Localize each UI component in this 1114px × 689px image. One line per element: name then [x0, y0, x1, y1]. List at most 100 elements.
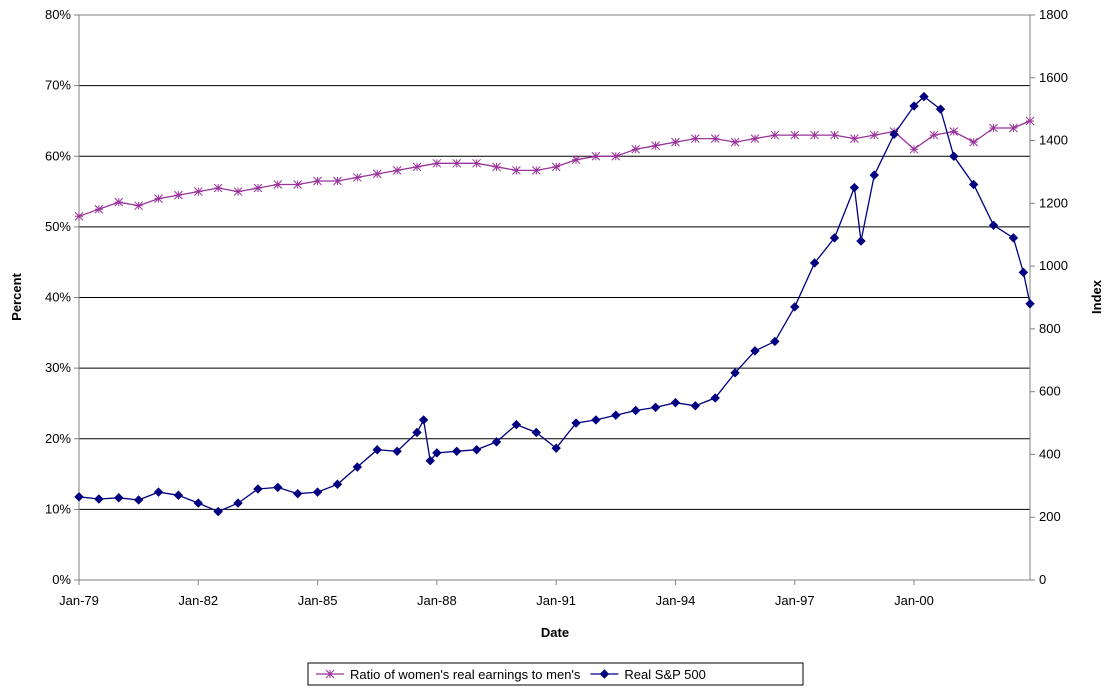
data-point [432, 448, 442, 458]
series-1 [74, 116, 1035, 221]
data-point [233, 187, 243, 196]
data-point [571, 155, 581, 165]
data-point [710, 393, 720, 403]
data-point [850, 134, 859, 143]
data-point [988, 220, 999, 231]
data-point [472, 158, 481, 168]
data-point [392, 166, 402, 175]
series-line [78, 95, 1031, 513]
data-point [671, 137, 680, 147]
x-tick-label: Jan-85 [298, 593, 338, 608]
data-point [253, 183, 263, 193]
data-point [233, 498, 243, 508]
data-point [969, 137, 979, 147]
data-point [133, 495, 144, 505]
data-point [174, 190, 183, 200]
left-tick-label: 50% [45, 219, 71, 234]
data-point [332, 479, 343, 489]
data-point [512, 166, 521, 175]
legend-box [307, 662, 804, 686]
data-point [531, 166, 541, 175]
data-point [1009, 123, 1018, 133]
data-point [273, 482, 283, 493]
data-point [591, 415, 601, 425]
data-point [293, 180, 303, 189]
right-tick-label: 1200 [1039, 195, 1068, 210]
data-point [94, 494, 104, 504]
data-point [591, 151, 601, 161]
data-point [810, 130, 819, 140]
data-point [531, 427, 541, 438]
data-point [1025, 116, 1035, 126]
legend-item: Real S&P 500 [590, 667, 706, 682]
data-point [412, 427, 422, 438]
data-point [651, 141, 660, 151]
data-point [856, 236, 866, 246]
legend-marker [599, 669, 610, 679]
data-point [114, 493, 124, 503]
legend-item: Ratio of women's real earnings to men's [316, 667, 581, 682]
data-point [471, 445, 482, 455]
data-point [830, 130, 839, 140]
data-point [492, 162, 501, 172]
data-point [670, 397, 681, 408]
data-point [352, 173, 362, 182]
data-point [710, 134, 720, 143]
right-tick-label: 400 [1039, 446, 1061, 461]
data-point [74, 492, 84, 502]
x-axis: Jan-79 Jan-82 Jan-85 Jan-88 Jan-91 Jan-94 Jan-… [59, 580, 934, 608]
data-point [491, 437, 502, 447]
data-point [74, 211, 84, 221]
data-point [273, 180, 283, 189]
x-tick-label: Jan-00 [894, 593, 934, 608]
data-point [829, 233, 840, 243]
data-point [790, 130, 800, 140]
right-axis: 0 200 400 600 800 1000 1200 1400 1600 1800 [1030, 7, 1068, 587]
data-point [425, 456, 435, 466]
right-tick-label: 200 [1039, 509, 1061, 524]
data-point [571, 418, 581, 428]
left-tick-label: 30% [45, 360, 71, 375]
x-tick-label: Jan-88 [417, 593, 457, 608]
data-point [1008, 233, 1019, 243]
left-tick-label: 10% [45, 501, 71, 516]
right-tick-label: 1400 [1039, 133, 1068, 148]
data-point [452, 158, 462, 168]
x-tick-label: Jan-79 [59, 593, 99, 608]
right-tick-label: 0 [1039, 572, 1046, 587]
data-point [750, 134, 760, 143]
data-point [919, 91, 929, 102]
data-point [511, 419, 522, 430]
data-point [372, 169, 382, 179]
data-point [213, 506, 223, 517]
legend-label: Ratio of women's real earnings to men's [350, 667, 581, 682]
data-point [690, 134, 700, 143]
data-point [849, 182, 860, 193]
data-point [114, 197, 124, 207]
x-tick-label: Jan-82 [178, 593, 218, 608]
data-point [770, 130, 780, 140]
right-tick-label: 1000 [1039, 258, 1068, 273]
left-tick-label: 60% [45, 148, 71, 163]
data-point [750, 346, 760, 356]
data-point [611, 410, 621, 420]
x-tick-label: Jan-91 [536, 593, 576, 608]
left-tick-label: 40% [45, 290, 71, 305]
data-point [1018, 267, 1029, 278]
legend: Ratio of women's real earnings to men's R… [307, 662, 804, 686]
x-axis-title: Date [541, 625, 569, 640]
data-point [929, 130, 939, 140]
data-point [193, 498, 203, 508]
data-point [253, 484, 263, 494]
data-point [412, 162, 422, 172]
data-point [213, 183, 223, 193]
data-point [968, 179, 979, 190]
data-point [352, 462, 363, 472]
legend-marker [325, 669, 335, 679]
data-point [418, 415, 429, 425]
data-point [333, 176, 342, 186]
data-point [909, 101, 919, 111]
data-point [889, 129, 899, 139]
data-point [94, 204, 104, 214]
